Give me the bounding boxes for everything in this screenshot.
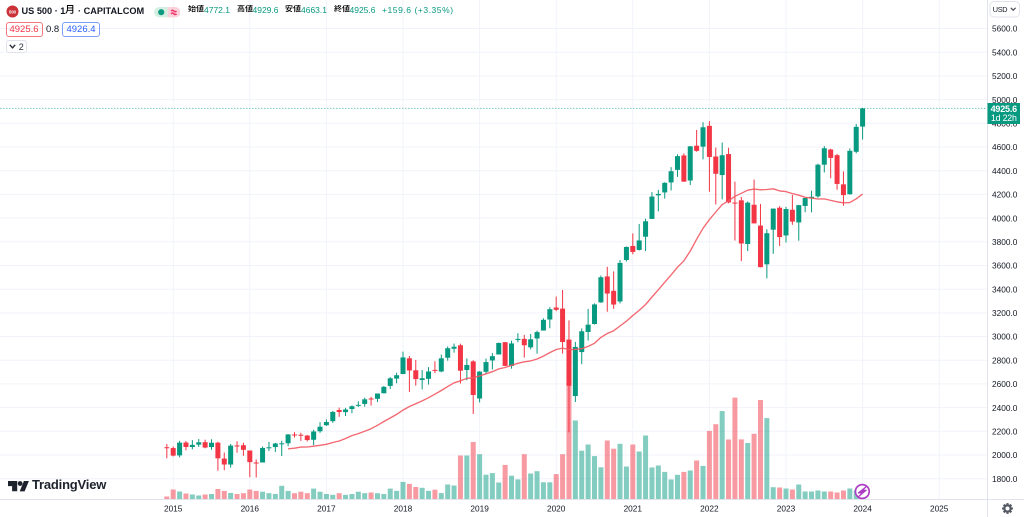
svg-text:4200.0: 4200.0 [992,190,1018,200]
svg-text:2018: 2018 [394,504,413,514]
svg-text:2600.0: 2600.0 [992,379,1018,389]
svg-text:5400.0: 5400.0 [992,47,1018,57]
svg-text:USD: USD [993,5,1007,14]
svg-text:2025: 2025 [930,504,949,514]
svg-text:2016: 2016 [241,504,260,514]
svg-text:2017: 2017 [317,504,336,514]
svg-text:3800.0: 3800.0 [992,237,1018,247]
svg-text:2022: 2022 [700,504,719,514]
svg-text:4925.6: 4925.6 [991,104,1018,114]
svg-text:2020: 2020 [547,504,566,514]
svg-text:1d 22h: 1d 22h [991,113,1017,123]
svg-text:2800.0: 2800.0 [992,355,1018,365]
svg-text:2023: 2023 [777,504,796,514]
svg-text:5200.0: 5200.0 [992,71,1018,81]
svg-text:4000.0: 4000.0 [992,213,1018,223]
svg-text:2021: 2021 [624,504,643,514]
svg-text:2024: 2024 [853,504,872,514]
svg-text:2019: 2019 [470,504,489,514]
svg-text:4400.0: 4400.0 [992,166,1018,176]
svg-text:2400.0: 2400.0 [992,403,1018,413]
svg-text:2200.0: 2200.0 [992,427,1018,437]
svg-text:500: 500 [9,9,17,14]
svg-text:2015: 2015 [164,504,183,514]
svg-text:3400.0: 3400.0 [992,284,1018,294]
svg-text:4600.0: 4600.0 [992,142,1018,152]
svg-text:3600.0: 3600.0 [992,261,1018,271]
svg-text:3200.0: 3200.0 [992,308,1018,318]
svg-text:5000.0: 5000.0 [992,95,1018,105]
svg-text:5600.0: 5600.0 [992,24,1018,34]
svg-text:3000.0: 3000.0 [992,332,1018,342]
svg-text:2000.0: 2000.0 [992,450,1018,460]
svg-text:1800.0: 1800.0 [992,474,1018,484]
